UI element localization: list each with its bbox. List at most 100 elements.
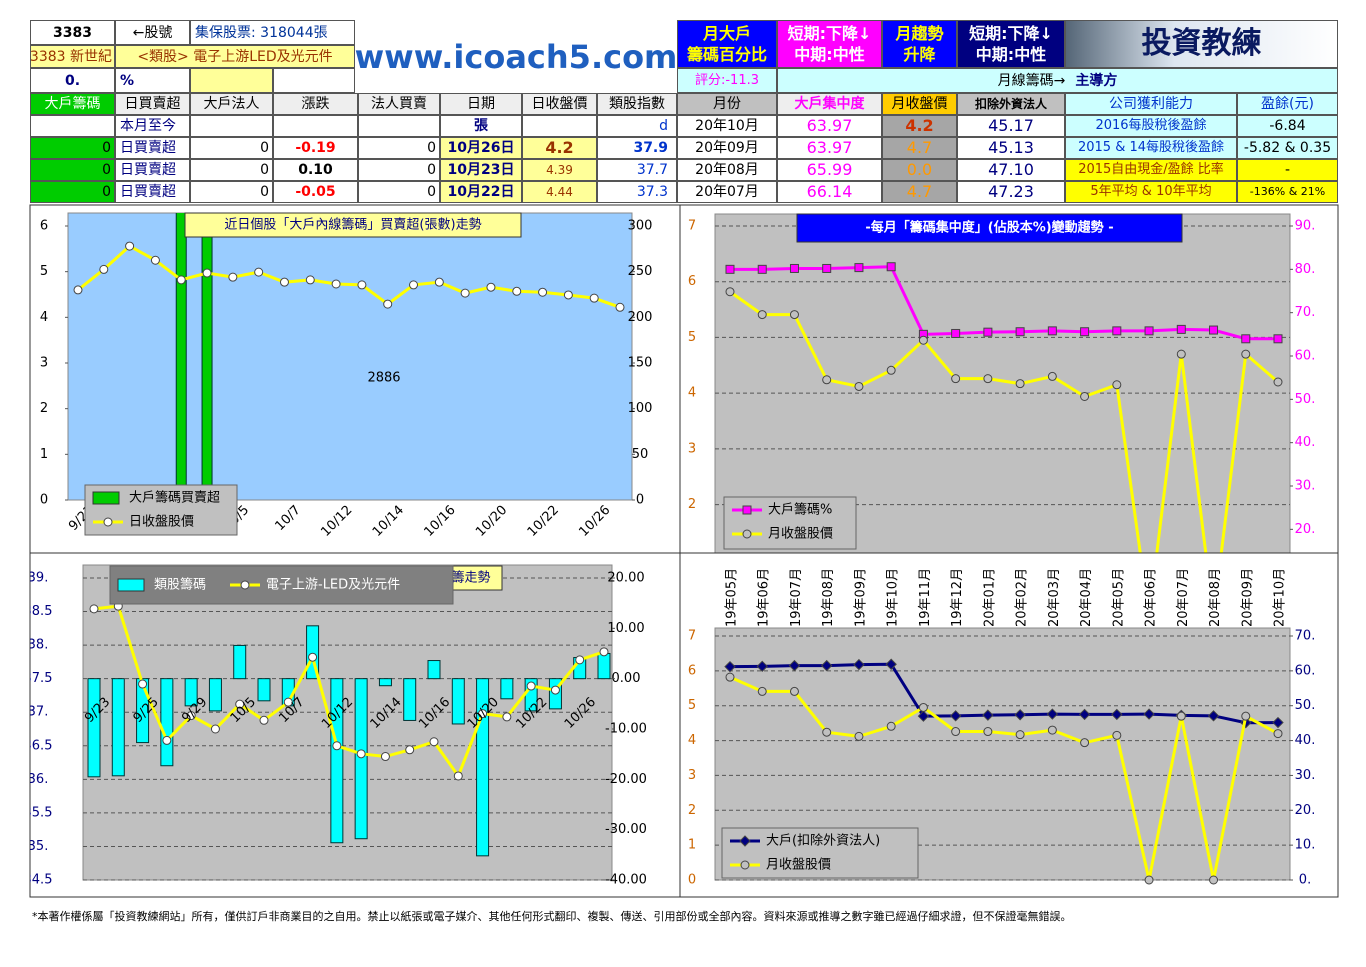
table-cell: 10月22日 <box>440 181 522 203</box>
tick-label: 36.5 <box>24 738 53 753</box>
point <box>380 752 390 762</box>
x-tick-label: 19年06月 <box>757 568 772 627</box>
point <box>405 745 415 755</box>
tick-label: 100 <box>628 401 653 416</box>
table-header: 月收盤價 <box>882 93 957 115</box>
bar <box>330 678 344 844</box>
tick-label: 3 <box>688 441 696 456</box>
bar <box>597 653 611 680</box>
point <box>550 685 560 695</box>
point <box>89 604 99 614</box>
table-cell: 65.99 <box>777 159 882 181</box>
tick-label: 5 <box>688 698 696 713</box>
table-cell: 0 <box>190 181 273 203</box>
table-cell: 0 <box>190 137 273 159</box>
tick-label: 30. <box>1295 479 1316 494</box>
point <box>1078 708 1091 721</box>
point <box>1015 327 1025 337</box>
tick-label: 0 <box>688 873 696 888</box>
legend-label: 月收盤股價 <box>768 527 833 542</box>
point <box>1014 709 1026 721</box>
point <box>512 286 522 296</box>
point <box>854 381 864 391</box>
pct: 0. <box>30 68 115 93</box>
point <box>789 263 799 273</box>
table-cell: 10月23日 <box>440 159 522 181</box>
point <box>1273 334 1283 344</box>
legend-marker <box>742 505 752 515</box>
table-header: 扣除外資法人 <box>957 93 1065 115</box>
table-cell: 4.7 <box>882 137 957 159</box>
x-tick-label: 20年03月 <box>1047 568 1062 627</box>
tick-label: 0.00 <box>612 671 641 686</box>
table-cell: 37.7 <box>597 159 677 181</box>
chart: 34.5 35. 35.5 36. 36.5 37. 37.5 38. 38.5 39. -40.0… <box>24 564 647 888</box>
point <box>917 710 930 722</box>
table-header: 大戶籌碼 <box>30 93 115 115</box>
legend-label: 類股籌碼 <box>154 578 206 593</box>
chart-title: -每月「籌碼集中度」(佔股本%)變動趨勢 - <box>865 220 1113 236</box>
point <box>138 679 148 689</box>
point <box>822 375 832 385</box>
bar <box>354 678 368 840</box>
point <box>756 660 768 673</box>
legend-box <box>721 827 919 879</box>
point <box>1080 391 1090 401</box>
point <box>526 681 536 691</box>
table-header: 法人買賣 <box>358 93 440 115</box>
point <box>502 712 512 722</box>
point <box>1241 711 1251 721</box>
table-cell: 4.2 <box>882 115 957 137</box>
tick-label: 35. <box>28 839 49 854</box>
tick-label: -40.00 <box>605 873 647 888</box>
point <box>1241 349 1251 359</box>
table-cell <box>522 115 597 137</box>
table-cell <box>273 115 358 137</box>
bar <box>175 213 187 500</box>
table-cell: 45.13 <box>957 137 1065 159</box>
tick-label: 4 <box>688 386 696 401</box>
tick-label: -10.00 <box>605 722 647 737</box>
tick-label: 70. <box>1295 629 1316 644</box>
stock-name: 3383 新世紀 <box>30 45 115 68</box>
table-cell: 0 <box>30 159 115 181</box>
point <box>983 727 993 737</box>
legend-marker <box>739 835 751 847</box>
point <box>538 287 548 297</box>
trend-label: 月趨勢 升降 <box>882 20 957 68</box>
point <box>478 709 488 719</box>
point <box>918 702 928 712</box>
sector: <類股> 電子上游LED及光元件 <box>115 45 355 68</box>
blank-cell <box>273 68 355 93</box>
x-tick-label: 20年05月 <box>1111 568 1126 627</box>
tick-label: -20.00 <box>605 772 647 787</box>
pct-unit: % <box>115 68 190 93</box>
text: 中期:中性 <box>975 45 1047 64</box>
chart-title: 籌走勢 <box>451 571 490 586</box>
x-tick-label: 20年09月 <box>1240 568 1255 627</box>
point <box>283 697 293 707</box>
chart: 2 3 4 5 6 7 20. 30. 40. 50. 60. 70. 80. 90. -每月「籌碼集中度」… <box>688 213 1316 553</box>
table-cell: 0 <box>190 159 273 181</box>
point <box>1046 708 1059 720</box>
tick-label: 6 <box>688 274 696 289</box>
point <box>599 647 609 657</box>
tick-label: 50. <box>1295 392 1316 407</box>
tick-label: 20. <box>1295 522 1316 537</box>
point <box>1047 725 1057 735</box>
logo: 投資教練 <box>1065 20 1338 68</box>
table-cell: 4.44 <box>522 181 597 203</box>
x-tick-label: 19年05月 <box>725 568 740 627</box>
point <box>1112 326 1122 336</box>
blank-cell <box>190 68 273 93</box>
point <box>162 735 172 745</box>
tick-label: 1 <box>688 838 696 853</box>
point <box>983 374 993 384</box>
point <box>1143 708 1155 720</box>
table-cell: -0.05 <box>273 181 358 203</box>
legend-marker <box>740 860 750 870</box>
table-cell: -6.84 <box>1237 115 1338 137</box>
table-cell: 63.97 <box>777 137 882 159</box>
point <box>202 268 212 278</box>
